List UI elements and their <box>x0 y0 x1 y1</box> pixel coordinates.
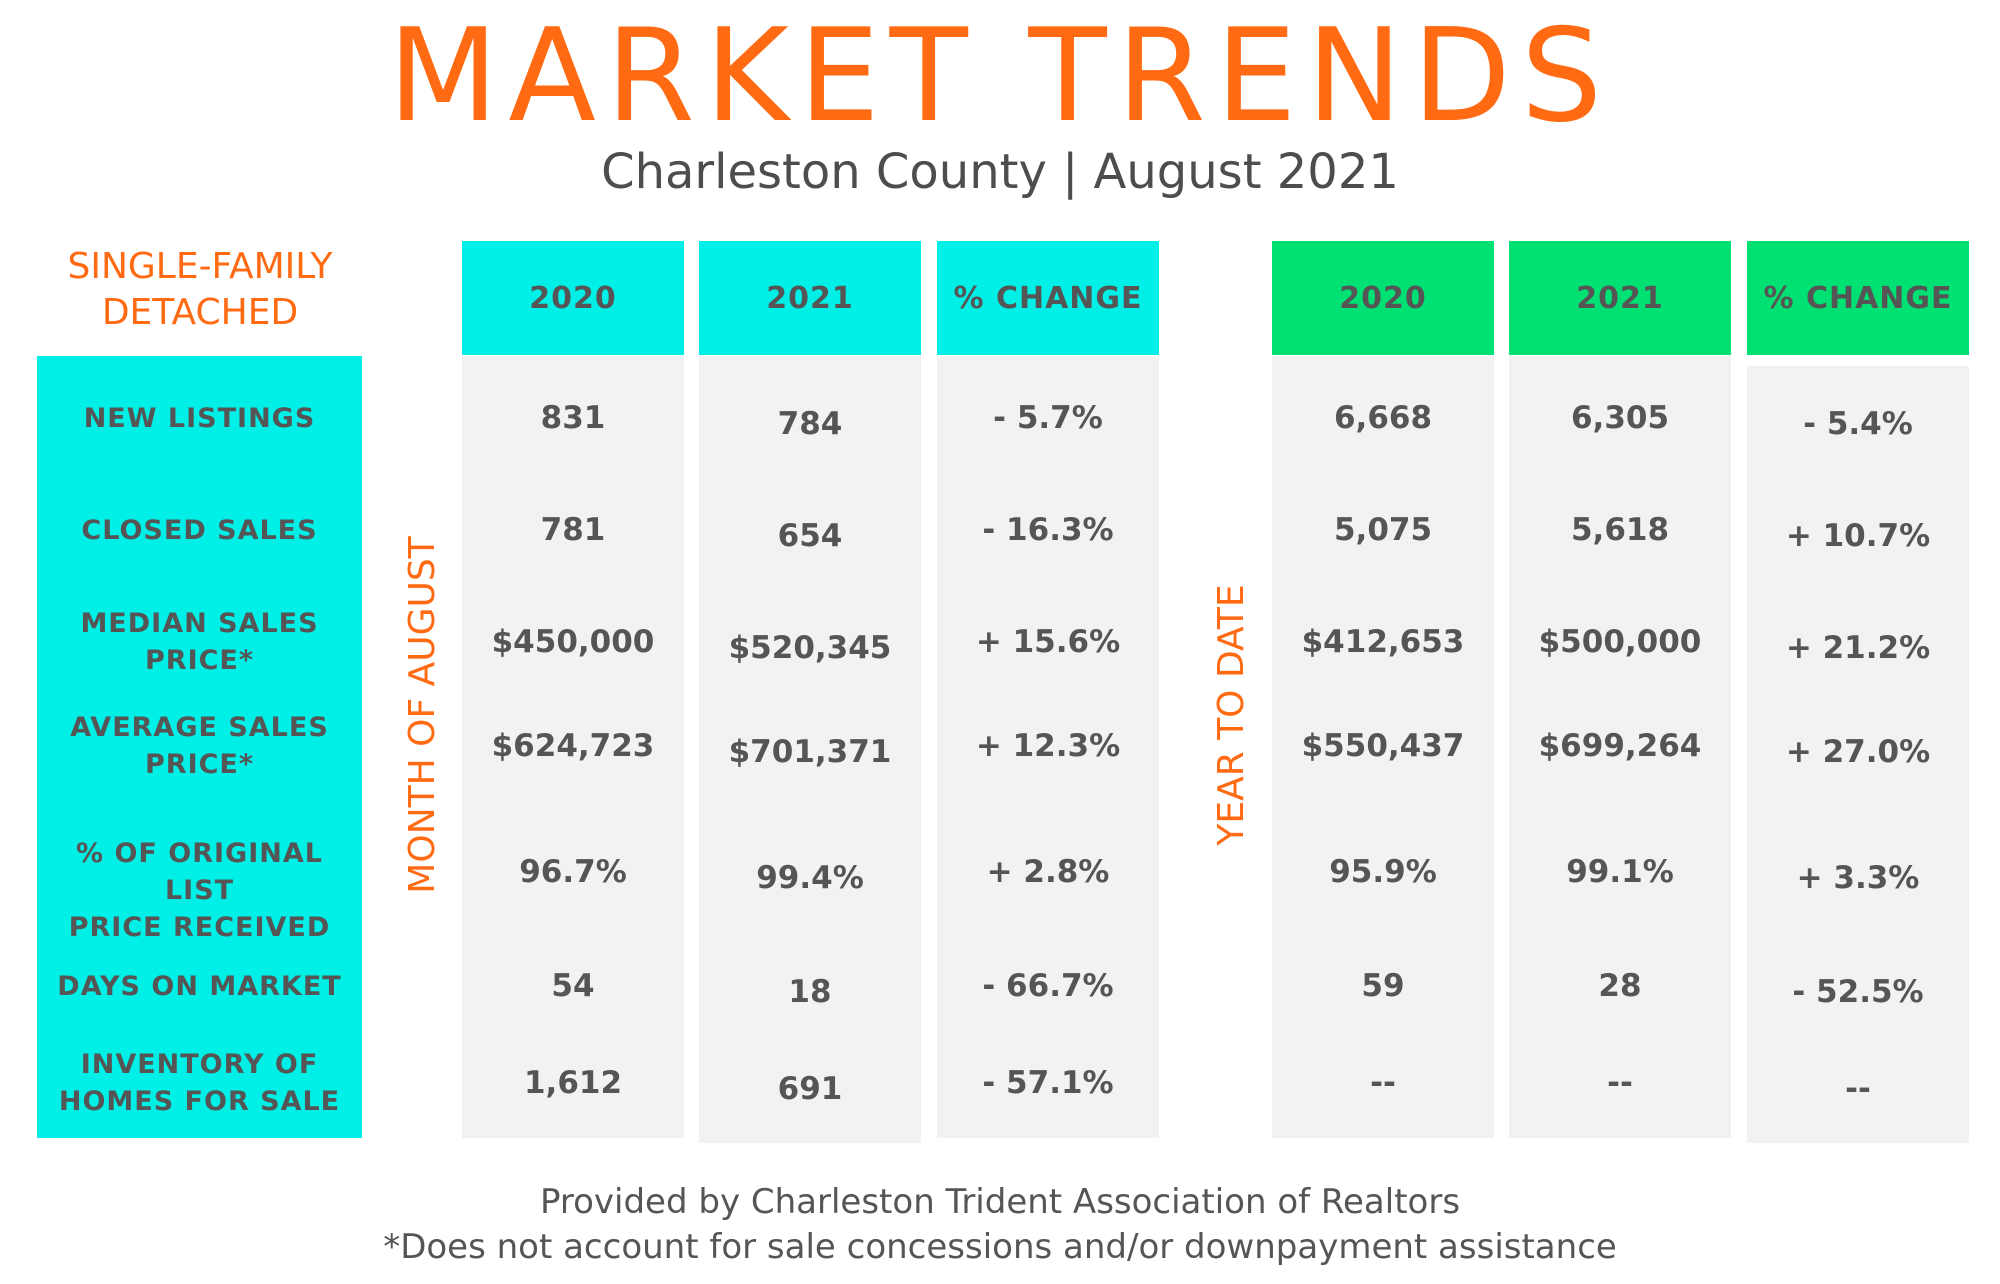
table-cell: - 66.7% <box>982 968 1114 1004</box>
table-cell: -- <box>1845 1071 1871 1107</box>
column-month-2 <box>937 356 1159 1138</box>
row-label-line: PRICE RECEIVED <box>68 912 331 943</box>
column-month-0 <box>462 356 684 1138</box>
table-cell: $701,371 <box>728 734 892 770</box>
column-header: 2020 <box>462 241 684 355</box>
column-header: % CHANGE <box>937 241 1159 355</box>
row-label-line: AVERAGE SALES <box>70 712 329 743</box>
row-label-line: PRICE* <box>144 749 254 780</box>
table-cell: 781 <box>540 512 606 548</box>
table-cell: - 57.1% <box>982 1065 1114 1101</box>
table-cell: + 27.0% <box>1785 734 1931 770</box>
table-cell: 28 <box>1598 968 1642 1004</box>
footer-source: Provided by Charleston Trident Associati… <box>539 1182 1461 1222</box>
table-cell: -- <box>1370 1065 1396 1101</box>
table-cell: 831 <box>540 400 606 436</box>
page-title: MARKET TRENDS <box>387 2 1613 151</box>
row-label: AVERAGE SALES PRICE* <box>37 709 362 783</box>
column-ytd-1 <box>1509 356 1731 1138</box>
row-label: NEW LISTINGS <box>37 400 362 437</box>
row-label: MEDIAN SALES PRICE* <box>37 605 362 679</box>
table-cell: $500,000 <box>1538 624 1702 660</box>
row-label-line: PRICE* <box>144 645 254 676</box>
table-cell: 691 <box>777 1071 843 1107</box>
row-label: % OF ORIGINAL LIST PRICE RECEIVED <box>37 835 362 946</box>
table-cell: $520,345 <box>728 630 892 666</box>
column-ytd-0 <box>1272 356 1494 1138</box>
row-label: DAYS ON MARKET <box>37 968 362 1005</box>
category-label: SINGLE-FAMILY DETACHED <box>20 244 380 336</box>
table-cell: + 10.7% <box>1785 518 1931 554</box>
table-cell: 54 <box>551 968 595 1004</box>
table-cell: 784 <box>777 406 843 442</box>
table-cell: + 21.2% <box>1785 630 1931 666</box>
section-label-ytd: YEAR TO DATE <box>1211 584 1252 846</box>
column-header: 2021 <box>699 241 921 355</box>
row-label-line: NEW LISTINGS <box>83 402 316 434</box>
table-cell: 6,668 <box>1333 400 1433 436</box>
table-cell: 654 <box>777 518 843 554</box>
table-cell: $624,723 <box>491 728 655 764</box>
table-cell: + 2.8% <box>986 854 1110 890</box>
row-label-line: INVENTORY OF <box>80 1049 319 1080</box>
table-cell: 95.9% <box>1329 854 1437 890</box>
column-ytd-2 <box>1747 366 1969 1143</box>
table-cell: + 15.6% <box>975 624 1121 660</box>
table-cell: 99.4% <box>756 860 864 896</box>
table-cell: $699,264 <box>1538 728 1702 764</box>
table-cell: + 12.3% <box>975 728 1121 764</box>
section-label-month: MONTH OF AUGUST <box>402 536 443 894</box>
row-label: CLOSED SALES <box>37 512 362 549</box>
row-label-line: HOMES FOR SALE <box>58 1086 341 1117</box>
table-cell: $550,437 <box>1301 728 1465 764</box>
table-cell: $450,000 <box>491 624 655 660</box>
footer-note: *Does not account for sale concessions a… <box>383 1227 1617 1267</box>
table-cell: $412,653 <box>1301 624 1465 660</box>
table-cell: 59 <box>1361 968 1405 1004</box>
row-label-line: DAYS ON MARKET <box>57 970 342 1002</box>
table-cell: + 3.3% <box>1796 860 1920 896</box>
column-header: 2021 <box>1509 241 1731 355</box>
row-label-line: MEDIAN SALES <box>80 608 319 639</box>
table-cell: 6,305 <box>1570 400 1670 436</box>
table-cell: - 5.4% <box>1803 406 1913 442</box>
table-cell: 1,612 <box>523 1065 623 1101</box>
table-cell: 18 <box>788 974 832 1010</box>
page-subtitle: Charleston County | August 2021 <box>601 144 1399 200</box>
table-cell: -- <box>1607 1065 1633 1101</box>
table-cell: - 5.7% <box>993 400 1103 436</box>
category-line-2: DETACHED <box>101 292 299 333</box>
table-cell: 96.7% <box>519 854 627 890</box>
column-header: 2020 <box>1272 241 1494 355</box>
table-cell: 5,075 <box>1333 512 1433 548</box>
table-cell: - 16.3% <box>982 512 1114 548</box>
row-label: INVENTORY OF HOMES FOR SALE <box>37 1046 362 1120</box>
row-label-line: % OF ORIGINAL LIST <box>76 838 323 906</box>
row-label-line: CLOSED SALES <box>81 514 318 546</box>
row-label-column: NEW LISTINGS CLOSED SALES MEDIAN SALES PRIC… <box>37 356 362 1138</box>
column-month-1 <box>699 356 921 1143</box>
category-line-1: SINGLE-FAMILY <box>67 246 333 287</box>
table-cell: 5,618 <box>1570 512 1670 548</box>
table-cell: 99.1% <box>1566 854 1674 890</box>
table-cell: - 52.5% <box>1792 974 1924 1010</box>
column-header: % CHANGE <box>1747 241 1969 355</box>
